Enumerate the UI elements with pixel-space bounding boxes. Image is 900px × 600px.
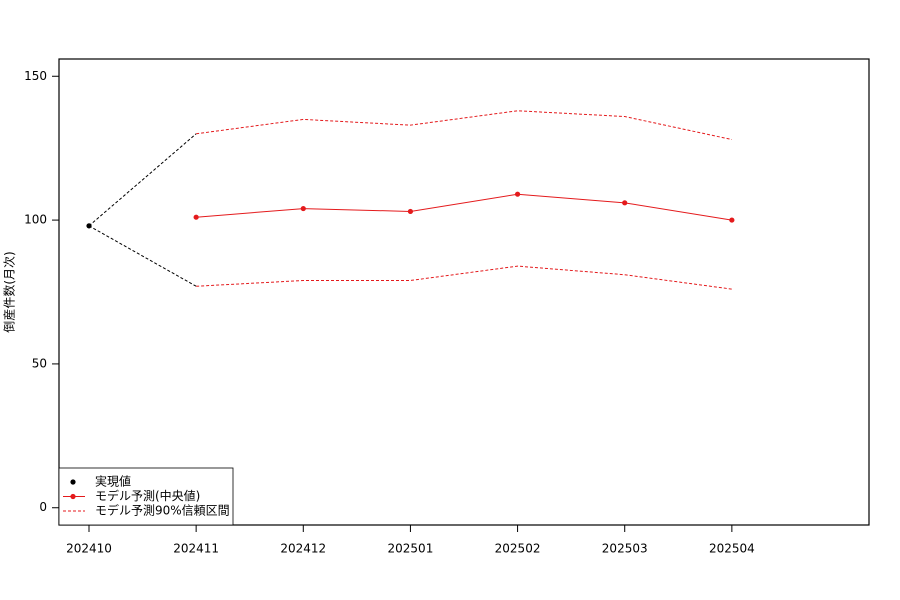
connector-line (88, 225, 197, 287)
connector-line (88, 133, 197, 227)
plot-frame (58, 58, 870, 526)
legend-marker (70, 479, 76, 485)
median-line (196, 193, 732, 221)
legend-label: モデル予測(中央値) (95, 488, 200, 503)
median-point (622, 200, 628, 206)
legend-box (58, 467, 234, 526)
x-tick-label: 202503 (602, 542, 648, 556)
x-tick-label: 202411 (173, 542, 219, 556)
legend-marker (70, 493, 76, 500)
median-point (300, 205, 306, 212)
median-point (729, 217, 735, 223)
x-tick-label: 202410 (66, 542, 112, 556)
y-tick-label: 100 (24, 213, 47, 227)
interval-lower-line (196, 265, 732, 290)
interval-upper-line (196, 110, 732, 141)
x-tick-label: 202501 (388, 542, 434, 556)
legend-label: モデル予測90%信頼区間 (95, 503, 230, 518)
legend-label: 実現値 (95, 474, 131, 489)
y-tick-label: 0 (39, 500, 47, 514)
actual-point (86, 223, 92, 229)
y-tick-label: 150 (24, 69, 47, 83)
x-tick-label: 202504 (709, 542, 755, 556)
y-tick-label: 50 (32, 356, 47, 370)
x-tick-label: 202502 (495, 542, 541, 556)
median-point (407, 208, 414, 215)
y-axis-label: 倒産件数(月次) (2, 251, 17, 332)
x-tick-label: 202412 (280, 542, 326, 556)
median-point (193, 214, 199, 220)
median-point (514, 191, 521, 197)
